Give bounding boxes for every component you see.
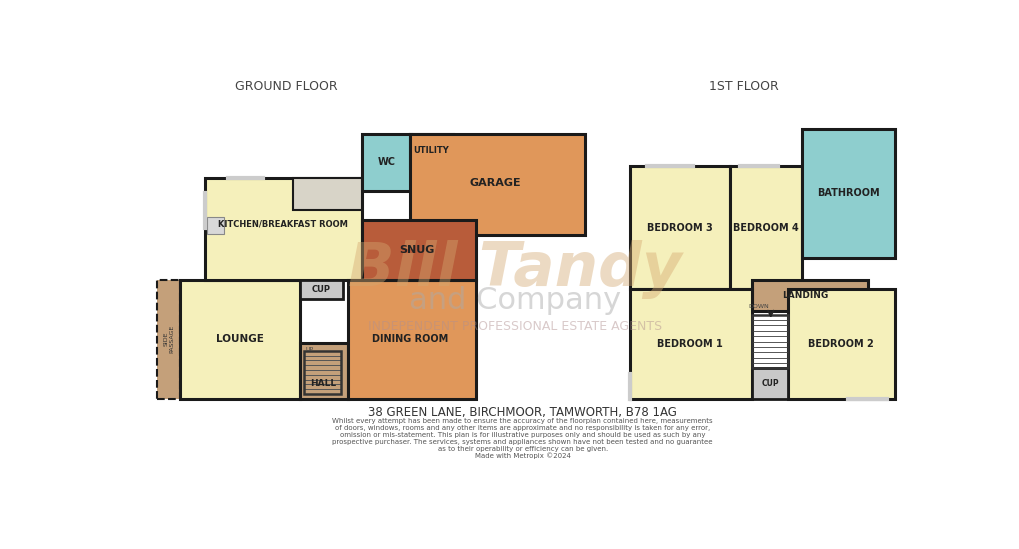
Bar: [300, 280, 342, 299]
Bar: [304, 351, 341, 394]
Text: SNUG: SNUG: [399, 245, 435, 255]
Text: UTILITY: UTILITY: [413, 146, 448, 155]
Text: SIDE
PASSAGE: SIDE PASSAGE: [163, 325, 174, 354]
Text: GROUND FLOOR: GROUND FLOOR: [234, 80, 337, 93]
Text: 38 GREEN LANE, BIRCHMOOR, TAMWORTH, B78 1AG: 38 GREEN LANE, BIRCHMOOR, TAMWORTH, B78 …: [368, 406, 677, 419]
Bar: [207, 217, 224, 234]
Text: DOWN: DOWN: [748, 304, 768, 310]
Text: WC: WC: [377, 157, 395, 167]
Text: CUP: CUP: [760, 379, 779, 388]
Text: HALL: HALL: [310, 379, 336, 388]
Text: BEDROOM 1: BEDROOM 1: [656, 339, 722, 349]
Bar: [787, 289, 894, 399]
Bar: [751, 368, 787, 399]
Text: BEDROOM 4: BEDROOM 4: [733, 222, 798, 233]
Bar: [751, 280, 867, 311]
Bar: [629, 166, 730, 289]
Bar: [300, 343, 347, 399]
Text: Bill Tandy: Bill Tandy: [347, 240, 682, 299]
Bar: [361, 133, 411, 192]
Bar: [629, 289, 751, 399]
Text: LOUNGE: LOUNGE: [216, 334, 264, 344]
Bar: [293, 177, 361, 210]
Text: BATHROOM: BATHROOM: [816, 188, 878, 198]
Text: BEDROOM 3: BEDROOM 3: [647, 222, 712, 233]
Text: Whilst every attempt has been made to ensure the accuracy of the floorplan conta: Whilst every attempt has been made to en…: [332, 418, 712, 460]
Text: KITCHEN/BREAKFAST ROOM: KITCHEN/BREAKFAST ROOM: [217, 219, 347, 228]
Bar: [205, 177, 361, 280]
Text: BEDROOM 2: BEDROOM 2: [808, 339, 873, 349]
Text: and Company: and Company: [409, 286, 621, 315]
Text: GARAGE: GARAGE: [470, 178, 521, 188]
Text: LANDING: LANDING: [782, 291, 828, 300]
Bar: [751, 315, 787, 368]
Text: 1ST FLOOR: 1ST FLOOR: [708, 80, 777, 93]
Text: CUP: CUP: [312, 285, 330, 294]
Text: INDEPENDENT PROFESSIONAL ESTATE AGENTS: INDEPENDENT PROFESSIONAL ESTATE AGENTS: [368, 320, 661, 333]
Text: UP: UP: [306, 347, 314, 352]
Bar: [157, 280, 180, 399]
Bar: [361, 220, 476, 280]
Bar: [730, 166, 801, 289]
Bar: [180, 280, 300, 399]
Bar: [801, 129, 894, 259]
Bar: [410, 133, 452, 169]
Text: DINING ROOM: DINING ROOM: [372, 334, 448, 344]
Bar: [347, 280, 476, 399]
Bar: [410, 133, 584, 236]
